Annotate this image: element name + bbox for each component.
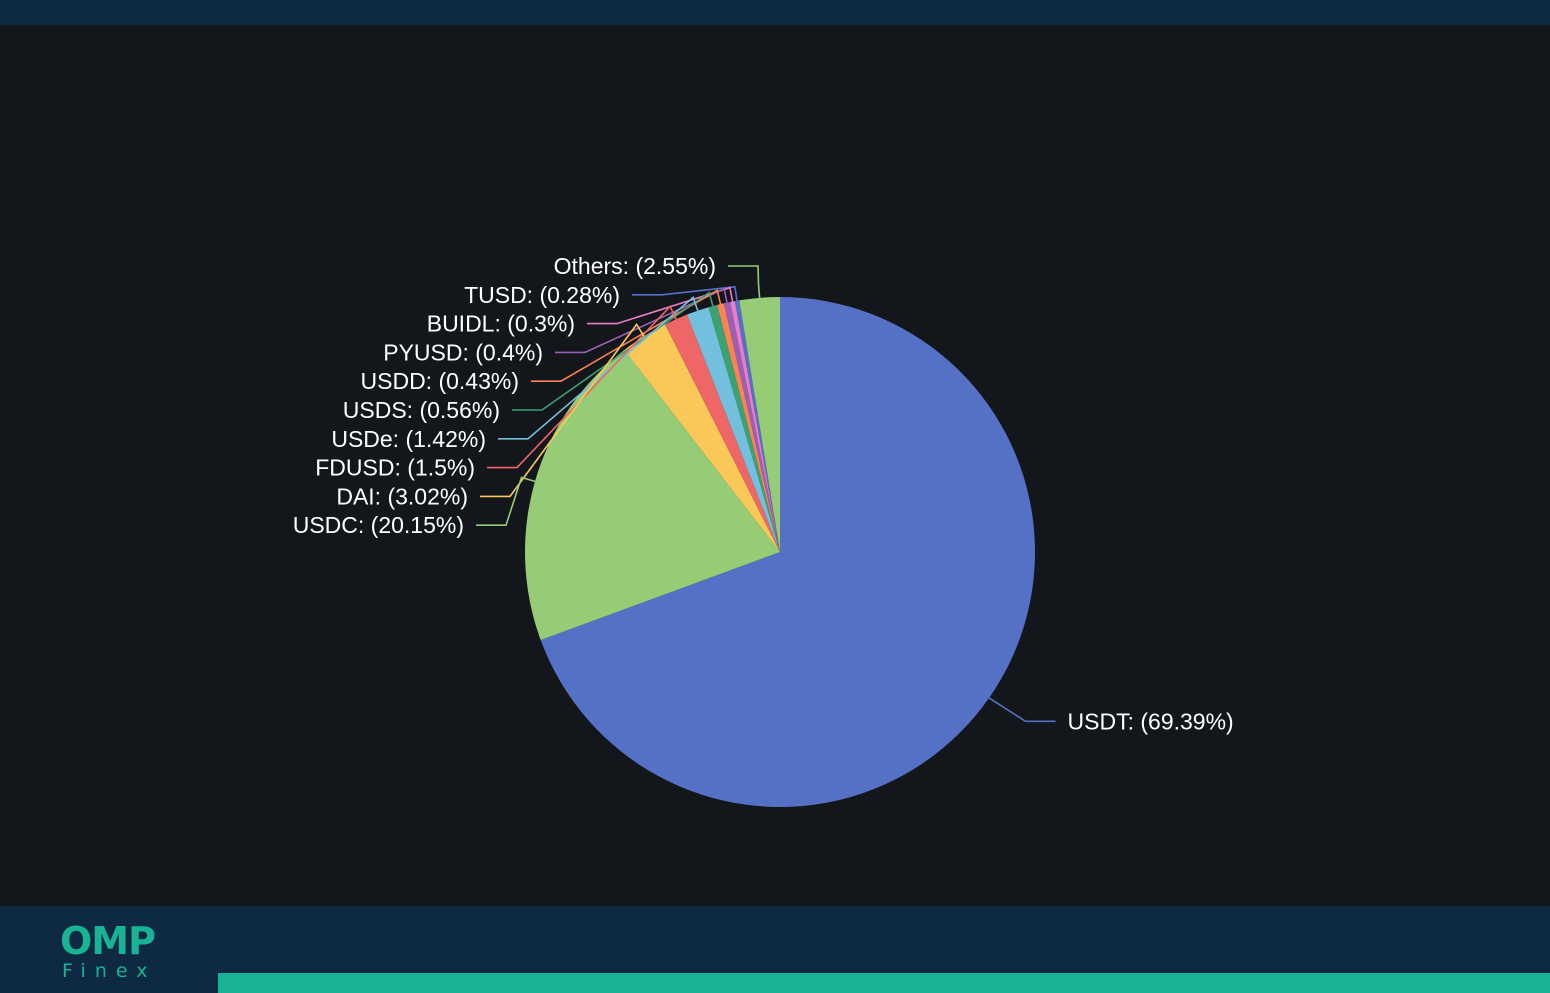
slice-label-usdc: USDC: (20.15%) (293, 512, 464, 538)
slice-label-tusd: TUSD: (0.28%) (464, 282, 620, 308)
slice-label-usdd: USDD: (0.43%) (361, 368, 519, 394)
leader-line-usdc (476, 476, 536, 527)
footer: OMP Finex (0, 906, 1550, 993)
slice-label-usde: USDe: (1.42%) (331, 426, 486, 452)
omp-finex-logo: OMP Finex (60, 922, 180, 984)
slice-label-fdusd: FDUSD: (1.5%) (315, 455, 475, 481)
logo-mark: OMP (60, 919, 156, 963)
pie-chart: Others: (2.55%) TUSD: (0.28%) BUIDL: (0.3%… (293, 253, 1234, 808)
slice-label-buidl: BUIDL: (0.3%) (427, 311, 575, 337)
leader-line-buidl (587, 286, 734, 325)
pie-slice-usdd[interactable] (717, 303, 780, 552)
pie-slice-fdusd[interactable] (665, 314, 780, 552)
chart-area: Others: (2.55%) TUSD: (0.28%) BUIDL: (0.3%… (0, 25, 1550, 906)
slice-label-usds: USDS: (0.56%) (343, 397, 500, 423)
label-leader-lines (476, 265, 1056, 723)
slice-label-pyusd: PYUSD: (0.4%) (383, 339, 543, 365)
pie-slice-usde[interactable] (687, 307, 780, 552)
slice-label-dai: DAI: (3.02%) (336, 483, 468, 509)
leader-line-dai (480, 322, 645, 498)
pie-slice-others[interactable] (739, 297, 780, 552)
pie-slices (525, 297, 1036, 808)
pie-slice-usdc[interactable] (525, 350, 780, 641)
logo-subtitle: Finex (62, 960, 157, 982)
pie-slice-dai[interactable] (624, 324, 780, 552)
leader-line-tusd (632, 285, 738, 301)
footer-accent-stripe (218, 973, 1550, 993)
slice-label-others: Others: (2.55%) (554, 253, 716, 279)
leader-line-others (728, 265, 761, 298)
slice-labels: Others: (2.55%) TUSD: (0.28%) BUIDL: (0.3%… (293, 253, 1234, 734)
pie-slice-buidl[interactable] (730, 301, 780, 552)
pie-slice-usdt[interactable] (540, 297, 1036, 808)
pie-slice-tusd[interactable] (734, 300, 780, 552)
top-bar (0, 0, 1550, 25)
leader-line-pyusd (555, 287, 728, 354)
pie-slice-usds[interactable] (708, 304, 780, 552)
slice-label-usdt: USDT: (69.39%) (1068, 708, 1234, 734)
pie-slice-pyusd[interactable] (723, 301, 780, 552)
leader-line-usdt (988, 697, 1056, 723)
leader-line-usdd (531, 289, 722, 383)
leader-line-fdusd (487, 304, 677, 469)
leader-line-usds (512, 291, 714, 411)
